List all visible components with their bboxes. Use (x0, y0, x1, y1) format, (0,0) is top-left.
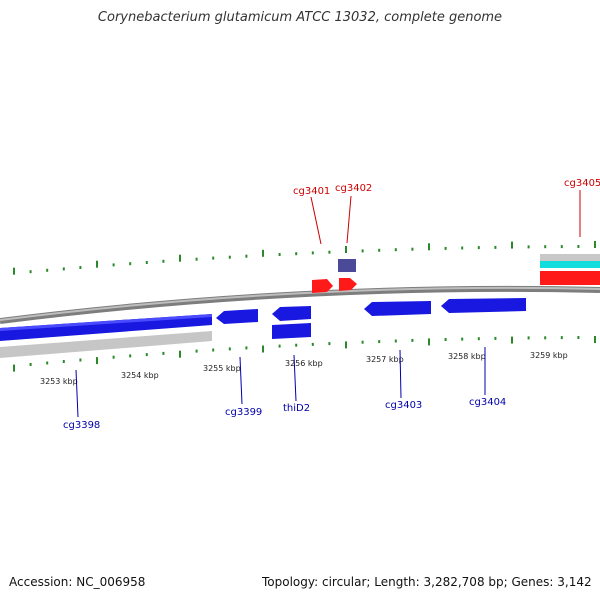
scale-label-3253: 3253 kbp (40, 377, 78, 386)
label-cg3403[interactable]: cg3403 (385, 400, 422, 411)
scale-label-3258: 3258 kbp (448, 352, 486, 361)
gene-cg3398-bar[interactable] (0, 314, 212, 341)
gene-cg3399-arrow[interactable] (216, 309, 258, 324)
gene-cg3403-arrow[interactable] (364, 301, 431, 316)
rna-feature-block[interactable] (338, 259, 356, 272)
label-cg3405[interactable]: cg3405 (564, 178, 600, 189)
scale-label-3257: 3257 kbp (366, 355, 404, 364)
label-leaders (75, 190, 581, 418)
gene-cg3402-arrow[interactable] (339, 278, 357, 291)
scale-label-3254: 3254 kbp (121, 371, 159, 380)
map-title: Corynebacterium glutamicum ATCC 13032, c… (97, 10, 503, 25)
label-cg3404[interactable]: cg3404 (469, 397, 506, 408)
scale-label-3255: 3255 kbp (203, 364, 241, 373)
scale-label-3259: 3259 kbp (530, 351, 568, 360)
scale-label-3256: 3256 kbp (285, 359, 323, 368)
label-cg3398[interactable]: cg3398 (63, 420, 100, 431)
gene-cg3401-arrow[interactable] (312, 279, 333, 293)
label-cg3399[interactable]: cg3399 (225, 407, 262, 418)
genome-backbone (0, 285, 600, 324)
tick-marks-upper (13, 241, 596, 275)
label-thiD2[interactable]: thiD2 (283, 403, 310, 414)
gene-thiD2-arrow-upper[interactable] (272, 306, 311, 321)
leader-cg3398 (75, 369, 79, 418)
scale-labels: 3253 kbp 3254 kbp 3255 kbp 3256 kbp 3257… (40, 351, 568, 386)
gene-cg3398-bar-shade (0, 314, 212, 331)
gene-thiD2-arrow-lower[interactable] (272, 323, 311, 339)
leader-thiD2 (293, 354, 297, 402)
gene-cg3405-bar[interactable] (540, 271, 600, 285)
cyan-band-right (540, 261, 600, 268)
gray-band-right (540, 254, 600, 261)
gray-feature-band (0, 331, 212, 358)
tick-marks-lower (13, 336, 596, 372)
leader-cg3403 (399, 349, 402, 399)
gene-cg3404-arrow[interactable] (441, 298, 526, 313)
leader-cg3401 (310, 196, 322, 245)
label-cg3402[interactable]: cg3402 (335, 183, 372, 194)
label-cg3401[interactable]: cg3401 (293, 186, 330, 197)
genome-backbone-highlight (0, 286, 600, 321)
genome-summary-text: Topology: circular; Length: 3,282,708 bp… (262, 575, 592, 589)
accession-text: Accession: NC_006958 (9, 575, 146, 589)
leader-cg3399 (239, 356, 243, 405)
leader-cg3402 (346, 195, 352, 244)
